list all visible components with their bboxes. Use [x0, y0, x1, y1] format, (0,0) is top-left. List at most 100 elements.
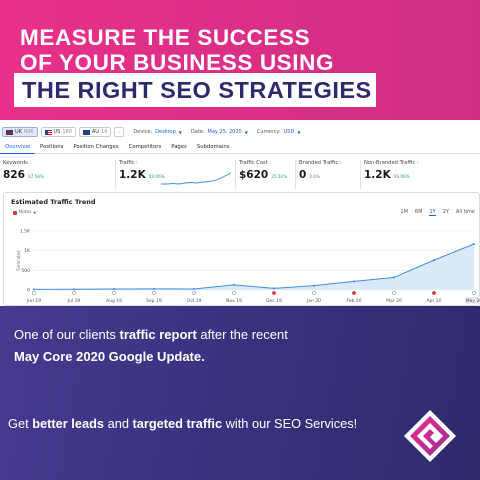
metric-traffic-cost[interactable]: Traffic Cost i $620 25.51%: [235, 160, 295, 190]
chevron-down-icon: ▼: [297, 129, 301, 135]
notes-flag-icon: [13, 210, 17, 215]
x-marker: [312, 291, 316, 295]
x-tick-label: Aug 19: [106, 298, 122, 304]
note-marker: [272, 291, 276, 295]
notes-toggle[interactable]: Notes ▼: [13, 210, 36, 215]
more-databases-button[interactable]: ...: [114, 127, 125, 137]
x-marker: [32, 291, 36, 295]
us-flag-icon: [44, 129, 52, 135]
cta-bold: better leads: [32, 416, 105, 431]
headline-line-2: of your business using: [20, 50, 335, 75]
x-marker: [232, 291, 236, 295]
caption-line-1: One of our clients traffic report after …: [14, 327, 288, 342]
x-marker: [192, 291, 196, 295]
au-flag-icon: [82, 129, 90, 135]
metric-non-branded-traffic[interactable]: Non-Branded Traffic i 1.2K 59.06%: [360, 160, 480, 190]
x-tick-label: Apr 20: [427, 298, 442, 304]
headline-highlight-box: The right SEO strategies: [14, 73, 376, 107]
cta-bold: targeted traffic: [132, 416, 223, 431]
data-point: [233, 283, 235, 286]
cta-part: Get: [8, 416, 33, 431]
currency-label: Currency:: [256, 129, 281, 135]
g-logo-icon: [404, 410, 456, 462]
db-count: 606: [23, 129, 34, 135]
tab-competitors[interactable]: Competitors: [128, 144, 162, 150]
tab-positions[interactable]: Positions: [39, 144, 64, 150]
traffic-trend-chart: 0 500 1K 1.5K Estimated Jun 19 Jul 19 Aug 19 Sep…: [16, 229, 480, 304]
data-point: [353, 280, 355, 283]
traffic-sparkline: [161, 172, 231, 185]
currency-select[interactable]: USD: [283, 129, 295, 135]
chevron-down-icon: ▼: [178, 129, 182, 135]
cta-text: Get better leads and targeted traffic wi…: [8, 416, 357, 431]
db-count: 14: [100, 129, 108, 135]
metric-label: Traffic Cost: [239, 160, 268, 166]
x-marker: [152, 291, 156, 295]
range-1y[interactable]: 1Y: [429, 209, 436, 216]
headline-highlight: The right SEO strategies: [22, 77, 372, 103]
metric-value: $620: [239, 169, 269, 181]
headline-line-1: Measure the success: [20, 25, 311, 50]
x-tick-label: Jul 19: [67, 298, 81, 304]
info-icon: i: [339, 161, 342, 166]
data-point: [193, 288, 195, 291]
data-point: [433, 259, 435, 262]
info-icon: i: [416, 161, 419, 166]
metric-traffic[interactable]: Traffic i 1.2K 59.06%: [115, 160, 235, 190]
chevron-down-icon: ▼: [244, 129, 248, 135]
data-point: [313, 284, 315, 287]
metric-label: Keywords: [3, 160, 28, 166]
db-tab-au[interactable]: AU 14: [78, 127, 112, 137]
note-marker: [432, 291, 436, 295]
x-tick-label: Mar 20: [386, 298, 402, 304]
series-area: [34, 243, 474, 290]
metric-branded-traffic[interactable]: Branded Traffic i 0 0.0%: [295, 160, 360, 190]
db-code: US: [53, 129, 61, 135]
tab-overview[interactable]: Overview: [0, 142, 35, 154]
range-1m[interactable]: 1M: [400, 209, 408, 215]
metric-value: 826: [3, 169, 25, 181]
db-code: UK: [15, 129, 22, 135]
hero-banner: Measure the success of your business usi…: [0, 0, 480, 120]
metric-label: Traffic: [119, 160, 135, 166]
db-code: AU: [91, 129, 99, 135]
db-tab-uk[interactable]: UK 606: [2, 127, 38, 137]
chevron-down-icon: ▼: [33, 210, 37, 215]
cta-part: and: [104, 416, 133, 431]
tab-pages[interactable]: Pages: [171, 144, 187, 150]
date-select[interactable]: May 25, 2020: [207, 129, 242, 135]
tab-position-changes[interactable]: Position Changes: [73, 144, 119, 150]
tab-subdomains[interactable]: Subdomains: [196, 144, 230, 150]
x-tick-label: Feb 20: [346, 298, 361, 304]
db-count: 180: [62, 129, 72, 135]
data-point: [393, 276, 395, 279]
metric-delta: 59.06%: [393, 174, 410, 179]
x-tick-label: Nov 19: [226, 298, 242, 304]
device-select[interactable]: Desktop: [155, 129, 176, 135]
note-marker: [352, 291, 356, 295]
info-icon: i: [269, 161, 271, 166]
range-all-time[interactable]: All time: [455, 209, 475, 215]
traffic-trend-panel: Estimated Traffic Trend Notes ▼ 1M 6M 1Y…: [3, 192, 480, 306]
y-axis-label: Estimated: [16, 250, 21, 271]
data-point: [273, 287, 275, 290]
caption-text: One of our clients: [14, 327, 120, 342]
metric-delta: 59.06%: [148, 174, 165, 179]
x-tick-label: Oct 19: [187, 298, 202, 304]
range-6m[interactable]: 6M: [414, 209, 423, 215]
metric-keywords[interactable]: Keywords i 826 37.58%: [0, 160, 115, 190]
selected-x-highlight: [465, 297, 480, 304]
x-marker: [472, 291, 476, 295]
trend-title: Estimated Traffic Trend: [11, 198, 96, 206]
range-2y[interactable]: 2Y: [442, 209, 449, 215]
info-icon: i: [29, 161, 31, 166]
report-toolbar: UK 606 US 180 AU 14 ... Device: Desktop …: [2, 126, 300, 138]
x-tick-label: Jan 20: [306, 298, 321, 304]
data-point: [473, 242, 475, 245]
report-tabs: Overview Positions Position Changes Comp…: [0, 142, 480, 154]
series-line: [33, 243, 475, 290]
db-tab-us[interactable]: US 180: [40, 127, 76, 137]
x-tick-label: Dec 19: [266, 298, 282, 304]
uk-flag-icon: [6, 129, 13, 135]
date-label: Date:: [190, 129, 205, 135]
